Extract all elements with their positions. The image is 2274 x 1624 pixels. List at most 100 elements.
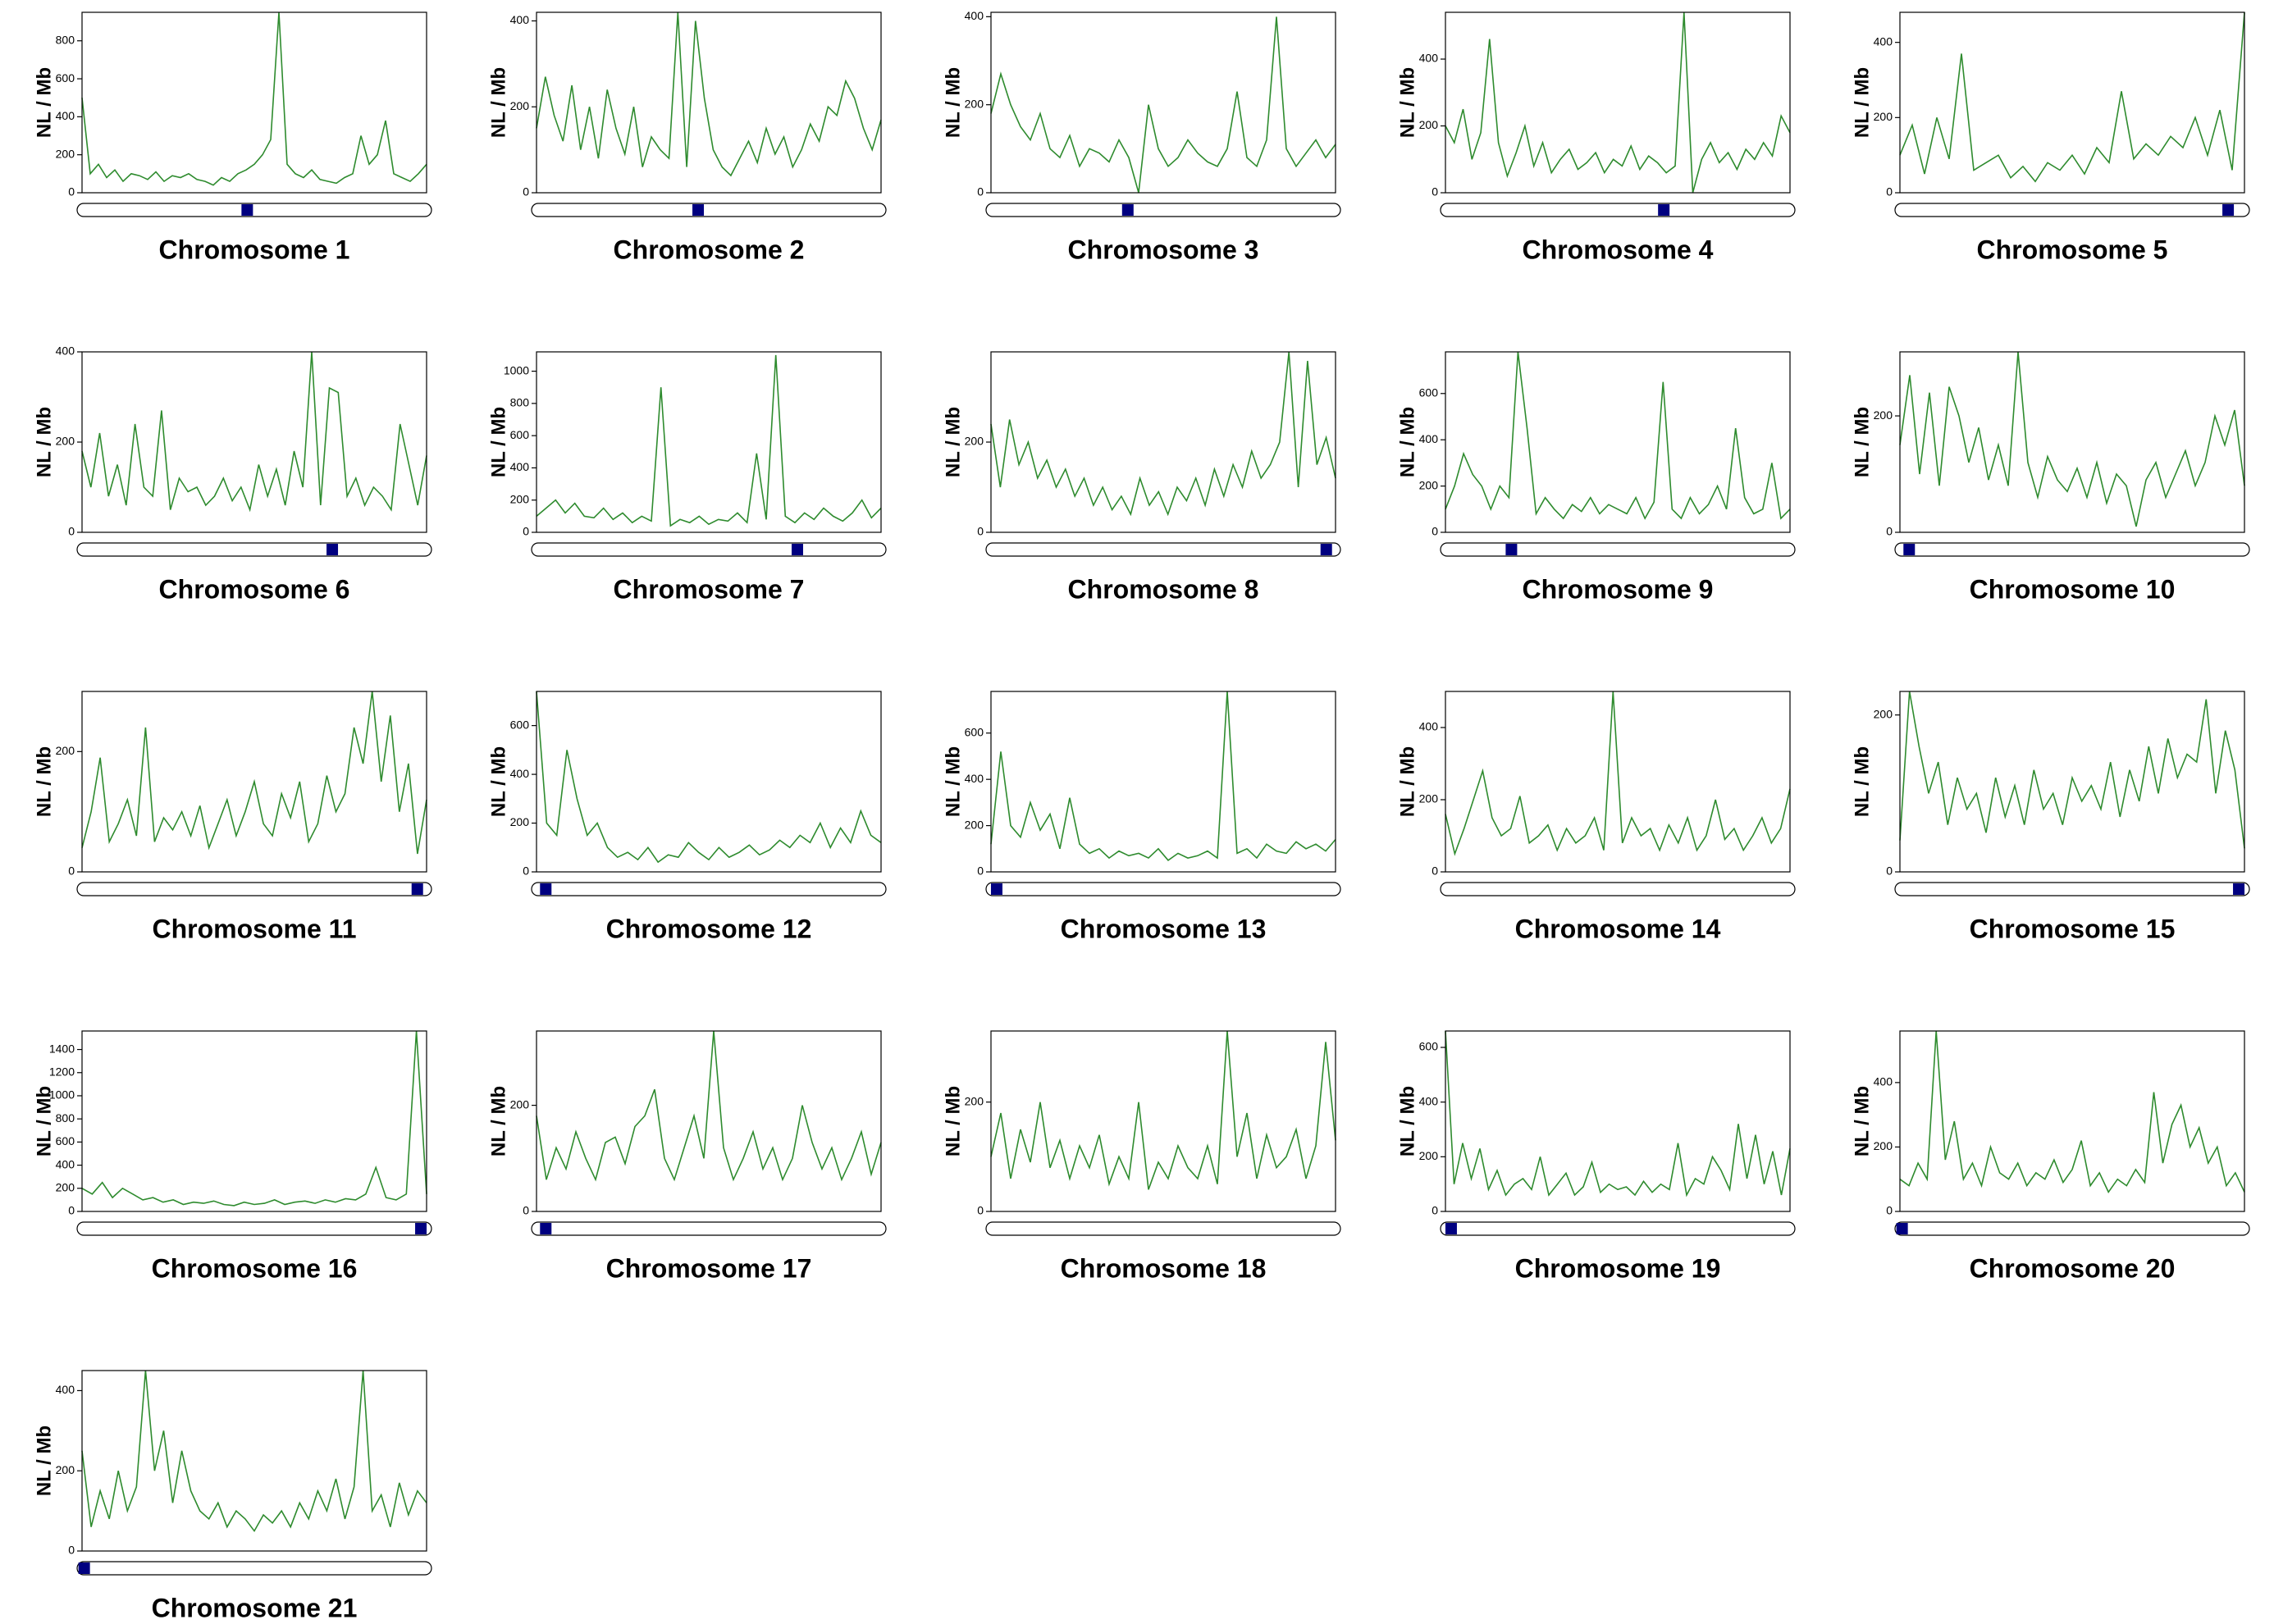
chart-title: Chromosome 14	[1515, 914, 1721, 943]
data-line	[990, 16, 1336, 194]
y-tick-label: 200	[56, 435, 75, 448]
y-tick-label: 0	[1886, 1204, 1893, 1217]
y-axis-label: NL / Mb	[1396, 746, 1418, 817]
y-tick-label: 400	[965, 9, 984, 22]
plot-frame	[536, 351, 882, 533]
y-tick-label: 0	[1432, 525, 1438, 538]
y-tick-label: 800	[510, 396, 530, 409]
y-tick-label: 600	[1419, 385, 1439, 399]
plot-frame	[536, 1030, 882, 1212]
y-axis-label: NL / Mb	[33, 746, 55, 817]
ideogram	[985, 882, 1341, 896]
ideogram	[1440, 1221, 1796, 1236]
y-tick-label: 600	[965, 725, 984, 738]
ideogram	[985, 203, 1341, 217]
y-axis-label: NL / Mb	[1396, 67, 1418, 138]
plot-frame	[81, 1370, 427, 1552]
ideogram	[76, 542, 432, 557]
y-axis-label: NL / Mb	[1851, 1086, 1873, 1156]
plot-frame	[1899, 11, 2245, 194]
y-axis-label: NL / Mb	[1851, 407, 1873, 477]
y-tick-label: 400	[1874, 1075, 1893, 1088]
ideogram	[76, 882, 432, 896]
y-tick-label: 200	[1419, 478, 1439, 491]
y-tick-label: 400	[510, 13, 530, 26]
centromere	[1658, 204, 1670, 216]
ideogram	[76, 1221, 432, 1236]
data-line	[990, 351, 1336, 517]
y-tick-label: 0	[68, 525, 75, 538]
y-tick-label: 200	[56, 1463, 75, 1476]
y-tick-label: 0	[523, 864, 529, 878]
y-axis-label: NL / Mb	[487, 67, 509, 138]
chart-title: Chromosome 10	[1970, 574, 2176, 604]
y-tick-label: 0	[68, 1544, 75, 1557]
ideogram	[985, 542, 1341, 557]
plot-frame	[81, 11, 427, 194]
y-tick-label: 200	[510, 99, 530, 112]
y-tick-label: 0	[68, 1204, 75, 1217]
plot-frame	[81, 691, 427, 873]
plot-frame	[81, 1030, 427, 1212]
y-axis-label: NL / Mb	[1396, 1086, 1418, 1156]
y-tick-label: 0	[523, 1204, 529, 1217]
y-axis-label: NL / Mb	[33, 67, 55, 138]
chart-title: Chromosome 16	[152, 1253, 358, 1283]
plot-frame	[990, 351, 1336, 533]
data-line	[536, 1030, 882, 1182]
y-tick-label: 400	[1874, 34, 1893, 48]
y-tick-label: 600	[56, 1134, 75, 1147]
centromere	[78, 1562, 90, 1574]
y-tick-label: 0	[977, 185, 984, 198]
y-tick-label: 0	[977, 525, 984, 538]
y-tick-label: 200	[510, 492, 530, 505]
data-line	[1445, 351, 1791, 520]
data-line	[536, 691, 882, 864]
y-axis-label: NL / Mb	[33, 1426, 55, 1496]
y-tick-label: 400	[56, 1157, 75, 1170]
data-line	[990, 691, 1336, 861]
y-tick-label: 0	[977, 1204, 984, 1217]
y-tick-label: 1000	[504, 363, 529, 376]
y-axis-label: NL / Mb	[487, 407, 509, 477]
plot-frame	[1445, 11, 1791, 194]
centromere	[1121, 204, 1134, 216]
plot-frame	[1445, 691, 1791, 873]
y-tick-label: 0	[977, 864, 984, 878]
y-tick-label: 400	[510, 767, 530, 780]
y-tick-label: 200	[965, 97, 984, 110]
y-tick-label: 200	[510, 1097, 530, 1111]
centromere	[1903, 544, 1916, 555]
y-tick-label: 0	[1886, 185, 1893, 198]
y-tick-label: 0	[68, 864, 75, 878]
centromere	[540, 1223, 552, 1234]
ideogram	[1440, 542, 1796, 557]
centromere	[540, 883, 552, 895]
data-line	[1445, 1030, 1791, 1197]
chart-title: Chromosome 11	[153, 914, 357, 943]
centromere	[411, 883, 423, 895]
centromere	[2222, 204, 2235, 216]
chart-title: Chromosome 13	[1061, 914, 1267, 943]
plot-frame	[536, 11, 882, 194]
ideogram	[531, 203, 887, 217]
centromere	[692, 204, 705, 216]
y-tick-label: 200	[56, 147, 75, 160]
data-line	[1445, 691, 1791, 856]
y-axis-label: NL / Mb	[487, 1086, 509, 1156]
y-tick-label: 0	[1432, 1204, 1438, 1217]
chart-title: Chromosome 4	[1523, 235, 1714, 264]
centromere	[415, 1223, 427, 1234]
y-tick-label: 200	[56, 1180, 75, 1193]
y-tick-label: 200	[1419, 792, 1439, 805]
y-tick-label: 200	[1419, 1149, 1439, 1162]
y-axis-label: NL / Mb	[1851, 746, 1873, 817]
data-line	[1445, 11, 1791, 194]
data-line	[81, 1030, 427, 1207]
ideogram	[985, 1221, 1341, 1236]
y-tick-label: 600	[1419, 1040, 1439, 1053]
centromere	[1896, 1223, 1908, 1234]
ideogram	[531, 882, 887, 896]
chart-title: Chromosome 19	[1515, 1253, 1721, 1283]
